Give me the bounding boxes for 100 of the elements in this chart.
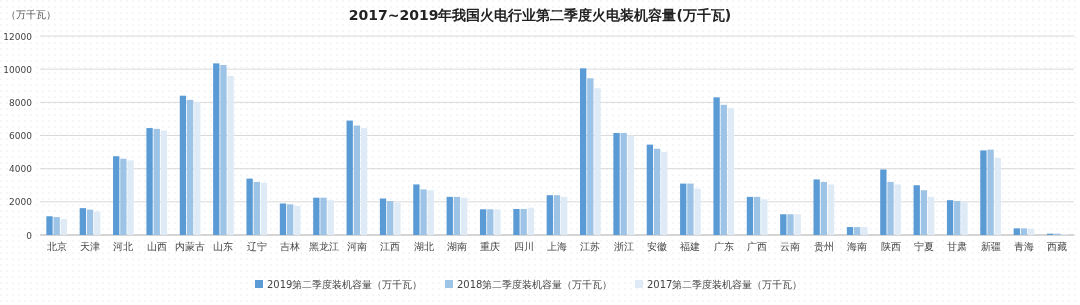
bar: [179, 95, 187, 235]
bar: [913, 185, 920, 235]
y-tick-label: 4000: [9, 164, 33, 175]
x-tick-label: 甘肃: [947, 241, 968, 252]
x-tick-label: 广东: [713, 241, 734, 252]
bar: [646, 144, 654, 235]
bar: [227, 75, 234, 235]
bar: [580, 68, 587, 235]
x-tick-label: 辽宁: [246, 241, 267, 252]
bar: [927, 196, 935, 235]
x-tick-label: 湖南: [446, 241, 467, 252]
x-tick-label: 西藏: [1047, 241, 1068, 252]
bar: [820, 181, 827, 235]
bar: [527, 207, 534, 235]
bar: [246, 178, 253, 235]
bar: [661, 152, 668, 235]
x-tick-label: 河北: [113, 241, 134, 252]
x-tick-label: 湖北: [413, 241, 434, 252]
bar: [46, 216, 53, 235]
x-tick-label: 江苏: [580, 241, 601, 252]
bar: [680, 183, 687, 235]
x-tick-label: 内蒙古: [175, 241, 206, 252]
x-tick-label: 贵州: [813, 241, 834, 252]
y-tick-label: 6000: [9, 131, 33, 141]
bar: [954, 201, 961, 235]
y-tick-label: 2000: [9, 197, 33, 208]
bar: [427, 190, 434, 235]
bar: [387, 201, 394, 235]
bar: [594, 88, 601, 235]
bar: [961, 201, 968, 235]
bar: [761, 199, 768, 235]
x-tick-label: 广西: [747, 241, 768, 252]
bar: [360, 128, 368, 235]
bar: [720, 104, 727, 235]
y-axis-title: （万千瓦）: [6, 9, 56, 20]
bar: [813, 179, 820, 235]
bar: [553, 195, 561, 235]
bar: [127, 160, 134, 235]
bar: [79, 208, 87, 235]
bar: [346, 120, 353, 235]
x-tick-label: 安徽: [647, 241, 668, 252]
bar: [213, 63, 220, 235]
bar: [780, 214, 787, 235]
bar: [353, 125, 361, 235]
bar: [86, 209, 94, 235]
x-tick-label: 重庆: [480, 241, 501, 252]
bar: [827, 184, 835, 235]
bar: [980, 150, 987, 235]
bar: [920, 190, 928, 235]
bar: [546, 195, 553, 235]
legend-label: 2017第二季度装机容量（万千瓦）: [647, 279, 803, 290]
bar: [479, 209, 487, 235]
x-tick-label: 浙江: [613, 241, 634, 252]
bar: [413, 184, 420, 235]
bar: [887, 181, 894, 235]
bar: [994, 157, 1001, 235]
bar: [946, 200, 954, 235]
bar: [379, 198, 387, 235]
y-tick-label: 0: [26, 230, 33, 241]
bar: [713, 97, 720, 235]
x-tick-label: 陕西: [880, 241, 901, 252]
bar: [1020, 228, 1028, 235]
bar: [861, 227, 868, 235]
x-tick-label: 吉林: [280, 241, 301, 252]
x-tick-label: 山西: [146, 241, 167, 252]
chart-title: 2017~2019年我国火电行业第二季度火电装机容量(万千瓦): [348, 7, 732, 23]
bar: [327, 200, 334, 235]
bar: [794, 214, 801, 235]
bar: [1027, 228, 1035, 235]
x-tick-label: 云南: [780, 241, 801, 252]
bar: [446, 196, 453, 235]
bar: [313, 197, 320, 235]
bar: [753, 196, 761, 235]
x-tick-label: 上海: [547, 241, 567, 252]
bar: [160, 130, 168, 235]
bar: [987, 149, 994, 235]
bar: [653, 148, 661, 235]
y-tick-label: 8000: [9, 97, 33, 108]
bar: [287, 204, 294, 235]
bar: [513, 208, 520, 235]
bar: [294, 205, 301, 235]
bar: [460, 197, 468, 235]
bar: [279, 203, 287, 235]
bar: [846, 227, 854, 235]
bar: [587, 78, 594, 235]
x-tick-label: 新疆: [980, 241, 1001, 252]
bar: [53, 217, 60, 235]
bar: [687, 183, 694, 235]
bar: [627, 135, 635, 235]
x-tick-label: 黑龙江: [308, 241, 339, 252]
x-tick-label: 北京: [46, 241, 67, 252]
x-tick-label: 四川: [513, 241, 534, 252]
bar: [146, 128, 153, 235]
bar: [94, 211, 101, 235]
bar: [320, 197, 327, 235]
x-tick-label: 天津: [80, 241, 101, 252]
bar: [894, 184, 901, 235]
x-tick-label: 山东: [213, 241, 234, 252]
bar: [186, 99, 194, 235]
bar: [880, 169, 887, 235]
